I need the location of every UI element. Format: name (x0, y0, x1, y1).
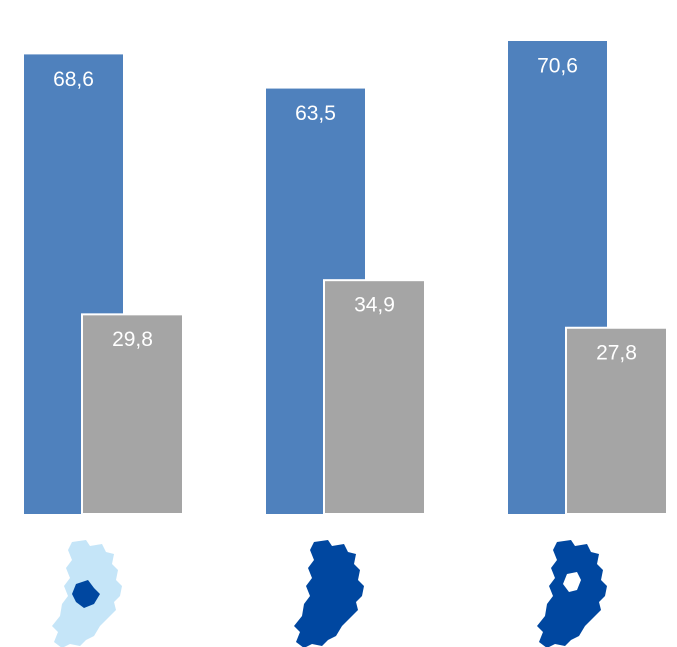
bar (323, 279, 426, 516)
value-label: 68,6 (53, 68, 94, 91)
value-label: 63,5 (295, 102, 336, 125)
bar (81, 313, 184, 516)
value-label: 27,8 (596, 341, 637, 364)
value-label: 29,8 (112, 328, 153, 351)
bar (565, 326, 668, 515)
map-icon-3 (537, 540, 607, 647)
map-icon-2 (294, 540, 364, 647)
value-label: 70,6 (537, 55, 578, 78)
value-label: 34,9 (354, 294, 395, 317)
map-icon-1 (52, 540, 122, 647)
